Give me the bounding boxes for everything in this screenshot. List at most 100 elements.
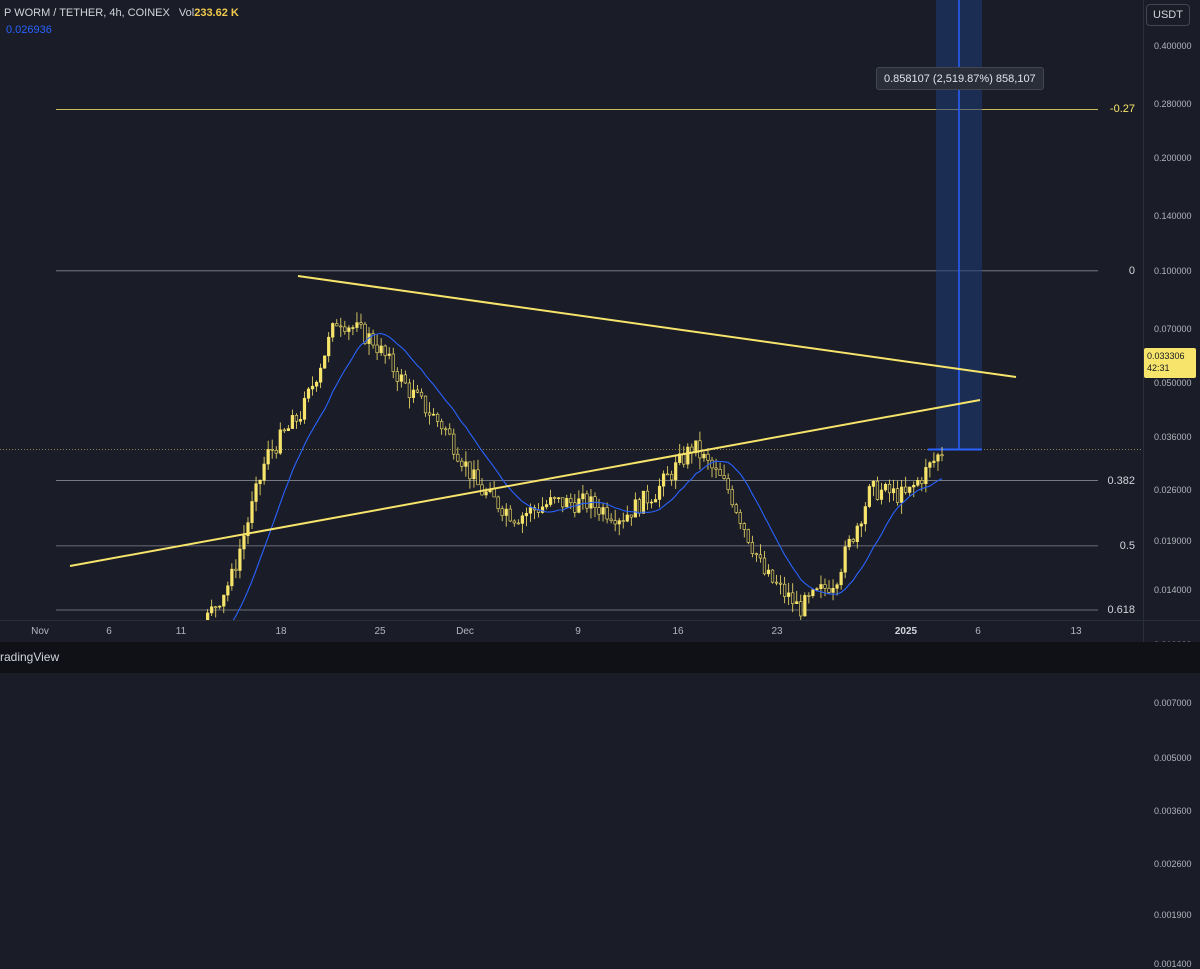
- candle-body: [323, 355, 327, 369]
- candle-body: [754, 553, 758, 556]
- candle-body: [226, 585, 230, 596]
- ma-value: 0.026936: [6, 24, 52, 36]
- candle-body: [799, 601, 803, 617]
- candle-body: [827, 587, 831, 593]
- price-tick-20: 0.001900: [1154, 909, 1192, 920]
- candle-body: [310, 385, 315, 390]
- candle-body: [891, 488, 896, 494]
- candle-body: [298, 419, 303, 422]
- price-tick-21: 0.001400: [1154, 959, 1192, 969]
- candle-body: [306, 388, 311, 399]
- candle-body: [742, 523, 746, 530]
- candle-body: [573, 502, 577, 513]
- candle-body: [452, 433, 456, 455]
- candle-body: [314, 381, 319, 387]
- candle-body: [528, 507, 533, 514]
- candle-body: [427, 412, 432, 416]
- price-tick-17: 0.005000: [1154, 752, 1192, 763]
- chart-area[interactable]: P WORM / TETHER, 4h, COINEX Vol233.62 K …: [0, 0, 1143, 620]
- candle-body: [851, 538, 855, 542]
- symbol-title: P WORM / TETHER, 4h, COINEX: [4, 7, 170, 19]
- candle-body: [464, 461, 468, 467]
- candle-body: [807, 595, 811, 597]
- candle-body: [637, 499, 641, 514]
- current-price-tag: 0.033306 42:31: [1144, 348, 1196, 378]
- fib-label-1: -0.27: [1109, 103, 1135, 116]
- price-tick-16: 0.007000: [1154, 697, 1192, 708]
- candle-body: [774, 581, 779, 584]
- candle-body: [819, 584, 823, 589]
- price-axis[interactable]: 1.6000001.1000000.8000000.6000000.400000…: [1143, 0, 1200, 969]
- time-label-5: Dec: [456, 626, 474, 637]
- price-chart[interactable]: [0, 0, 1143, 620]
- candle-body: [371, 333, 375, 346]
- candle-body: [730, 489, 734, 506]
- candle-body: [896, 488, 900, 503]
- candle-body: [496, 496, 500, 509]
- candle-body: [734, 504, 738, 513]
- candle-body: [375, 344, 379, 354]
- symbol-legend[interactable]: P WORM / TETHER, 4h, COINEX Vol233.62 K: [4, 7, 239, 19]
- candle-body: [617, 520, 621, 525]
- candle-body: [516, 522, 520, 525]
- candle-body: [436, 413, 440, 422]
- candle-body: [601, 507, 605, 515]
- bar-countdown: 42:31: [1147, 363, 1170, 373]
- candle-body: [246, 522, 250, 537]
- candle-body: [319, 367, 323, 383]
- candle-body: [924, 467, 928, 485]
- candle-body: [383, 345, 387, 356]
- candle-body: [399, 374, 403, 382]
- candle-body: [613, 520, 617, 525]
- measure-tooltip: 0.858107 (2,519.87%) 858,107: [876, 67, 1044, 90]
- candle-body: [363, 323, 367, 344]
- candle-body: [714, 467, 718, 470]
- volume-label: Vol: [178, 7, 195, 19]
- candle-body: [879, 489, 884, 500]
- candle-body: [218, 605, 222, 608]
- candle-body: [770, 569, 775, 583]
- candle-body: [262, 463, 266, 481]
- candle-body: [492, 488, 496, 498]
- candle-body: [766, 569, 771, 575]
- candle-body: [230, 568, 234, 587]
- candle-body: [883, 483, 888, 491]
- candle-body: [544, 504, 549, 508]
- candle-body: [795, 601, 799, 604]
- candle-body: [871, 480, 876, 487]
- candle-body: [270, 449, 274, 451]
- candle-body: [706, 453, 710, 461]
- currency-button[interactable]: USDT: [1146, 4, 1190, 26]
- candle-body: [847, 538, 851, 548]
- candle-body: [339, 325, 343, 328]
- candle-body: [214, 606, 218, 609]
- price-tick-14: 0.014000: [1154, 585, 1192, 596]
- candle-body: [657, 485, 662, 500]
- candle-body: [762, 557, 767, 575]
- candle-body: [718, 468, 722, 476]
- price-tick-6: 0.200000: [1154, 153, 1192, 164]
- candle-body: [609, 518, 613, 521]
- candle-body: [859, 523, 863, 527]
- price-tick-5: 0.280000: [1154, 98, 1192, 109]
- candle-body: [520, 515, 524, 524]
- candle-body: [468, 461, 472, 480]
- time-axis[interactable]: Nov 6 11 18 25 Dec 9 16 23 2025 6 13: [0, 620, 1143, 642]
- candle-body: [750, 542, 754, 554]
- candle-body: [355, 322, 359, 328]
- candle-body: [746, 529, 750, 543]
- candle-body: [823, 584, 827, 589]
- time-label-2: 11: [175, 626, 187, 637]
- candle-body: [726, 478, 730, 490]
- candle-body: [666, 473, 670, 476]
- candle-body: [649, 501, 654, 504]
- candle-body: [900, 486, 904, 503]
- candle-body: [787, 592, 791, 597]
- candle-body: [294, 415, 299, 422]
- candle-body: [908, 486, 912, 493]
- candle-body: [395, 371, 399, 382]
- candle-body: [391, 353, 395, 372]
- footer: radingView: [0, 642, 1200, 673]
- candle-body: [440, 421, 444, 430]
- candle-body: [286, 428, 290, 432]
